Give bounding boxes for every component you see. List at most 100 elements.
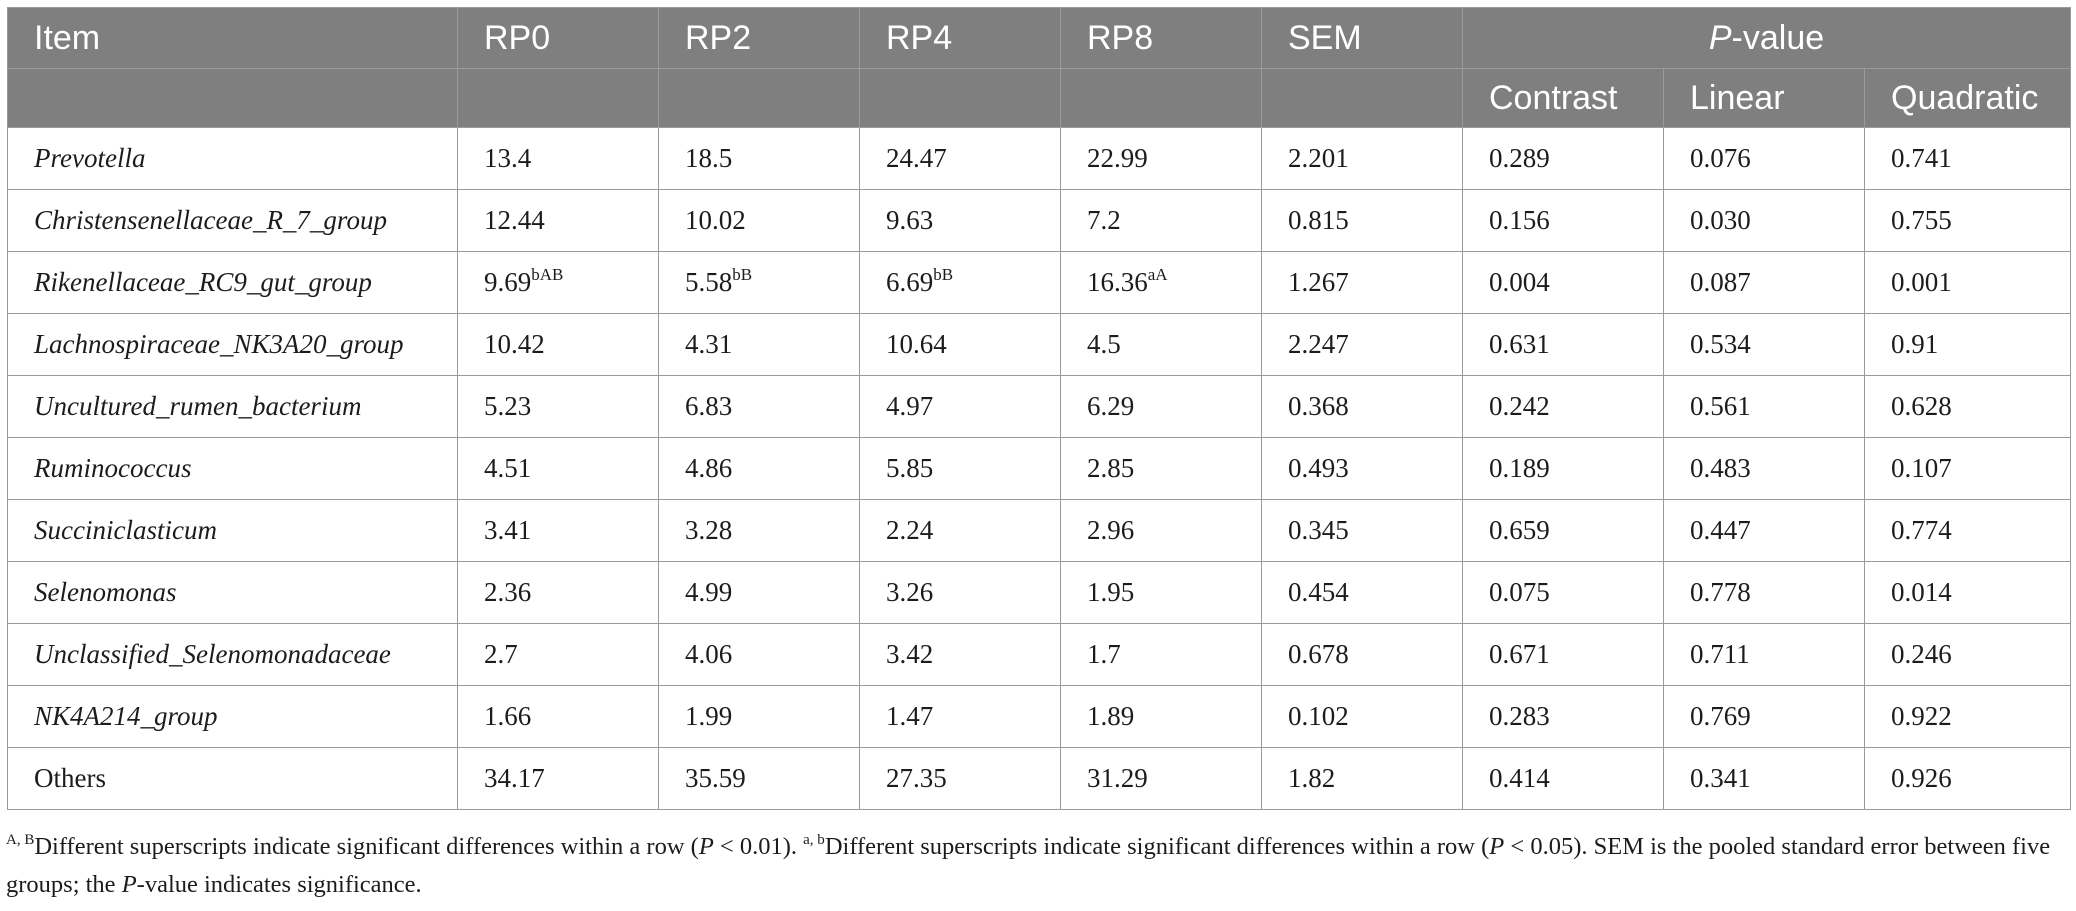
cell-rp0-value: 13.4 [484,143,532,173]
cell-rp0-value: 5.23 [484,391,532,421]
cell-item: Selenomonas [7,561,458,624]
cell-item: Prevotella [7,127,458,190]
cell-quadratic: 0.774 [1863,499,2072,562]
cell-sem-value: 2.247 [1288,329,1349,359]
header-item: Item [7,7,458,69]
cell-rp2-value: 4.06 [685,639,733,669]
footnote-p-1: P [698,833,714,860]
cell-contrast: 0.075 [1462,561,1664,624]
cell-sem-value: 2.201 [1288,143,1349,173]
cell-rp0: 10.42 [457,313,659,376]
cell-rp2-value: 35.59 [685,763,746,793]
cell-rp2: 5.58bB [658,251,860,314]
cell-linear: 0.561 [1663,375,1865,438]
header-rp4: RP4 [859,7,1061,69]
cell-rp4: 5.85 [859,437,1061,500]
cell-contrast-value: 0.659 [1489,515,1550,545]
cell-contrast-value: 0.631 [1489,329,1550,359]
cell-quadratic: 0.246 [1863,623,2072,686]
cell-contrast-value: 0.414 [1489,763,1550,793]
cell-item: Ruminococcus [7,437,458,500]
cell-rp8: 22.99 [1060,127,1262,190]
cell-rp4-value: 1.47 [886,701,934,731]
cell-quadratic-value: 0.014 [1891,577,1952,607]
cell-rp2-value: 10.02 [685,205,746,235]
cell-rp4: 3.42 [859,623,1061,686]
cell-rp2: 35.59 [658,747,860,810]
cell-rp8: 31.29 [1060,747,1262,810]
cell-linear-value: 0.778 [1690,577,1751,607]
footnote-p-2: P [1489,833,1505,860]
cell-contrast: 0.004 [1462,251,1664,314]
cell-item: Succiniclasticum [7,499,458,562]
cell-item: Uncultured_rumen_bacterium [7,375,458,438]
subheader-empty-rp0 [457,68,659,128]
cell-contrast-value: 0.156 [1489,205,1550,235]
footnote-p-3: P [121,871,137,898]
cell-contrast: 0.671 [1462,623,1664,686]
cell-rp2: 4.06 [658,623,860,686]
data-table-container: Item RP0 RP2 RP4 RP8 SEM P-value Contras… [7,7,2072,810]
cell-rp8-value: 7.2 [1087,205,1121,235]
cell-contrast-value: 0.289 [1489,143,1550,173]
subheader-linear: Linear [1663,68,1865,128]
subheader-empty-rp4 [859,68,1061,128]
cell-rp8-value: 22.99 [1087,143,1148,173]
cell-rp8-value: 4.5 [1087,329,1121,359]
table-row: Ruminococcus 4.51 4.86 5.85 2.85 0.493 0.189 0.… [7,437,2072,500]
cell-sem-value: 1.267 [1288,267,1349,297]
cell-contrast: 0.283 [1462,685,1664,748]
cell-rp0: 4.51 [457,437,659,500]
cell-rp0-value: 2.36 [484,577,532,607]
cell-rp0: 5.23 [457,375,659,438]
cell-rp8-value: 16.36 [1087,267,1148,297]
cell-sem-value: 0.678 [1288,639,1349,669]
cell-sem: 2.201 [1261,127,1463,190]
cell-rp4-value: 6.69 [886,267,934,297]
cell-rp4-value: 3.26 [886,577,934,607]
cell-rp8: 6.29 [1060,375,1262,438]
subheader-empty-item [7,68,458,128]
cell-quadratic-value: 0.107 [1891,453,1952,483]
cell-rp4: 6.69bB [859,251,1061,314]
header-rp0: RP0 [457,7,659,69]
cell-rp2: 6.83 [658,375,860,438]
cell-quadratic-value: 0.001 [1891,267,1952,297]
cell-rp0: 3.41 [457,499,659,562]
cell-item: NK4A214_group [7,685,458,748]
cell-rp8: 1.7 [1060,623,1262,686]
cell-linear-value: 0.447 [1690,515,1751,545]
cell-linear-value: 0.534 [1690,329,1751,359]
cell-sem: 0.493 [1261,437,1463,500]
footnote: A, BDifferent superscripts indicate sign… [6,828,2070,904]
cell-linear: 0.769 [1663,685,1865,748]
cell-sem: 0.368 [1261,375,1463,438]
cell-quadratic: 0.755 [1863,189,2072,252]
cell-rp0: 1.66 [457,685,659,748]
cell-item: Others [7,747,458,810]
cell-quadratic-value: 0.91 [1891,329,1939,359]
header-sem: SEM [1261,7,1463,69]
cell-sem: 1.267 [1261,251,1463,314]
cell-rp4-value: 27.35 [886,763,947,793]
cell-contrast-value: 0.242 [1489,391,1550,421]
header-p-letter: P [1708,18,1732,57]
cell-quadratic: 0.926 [1863,747,2072,810]
cell-rp8: 1.89 [1060,685,1262,748]
cell-linear-value: 0.076 [1690,143,1751,173]
footnote-text-1b: < 0.01). [713,833,804,860]
cell-contrast: 0.289 [1462,127,1664,190]
cell-linear: 0.447 [1663,499,1865,562]
cell-rp0-value: 10.42 [484,329,545,359]
cell-linear: 0.341 [1663,747,1865,810]
data-table: Item RP0 RP2 RP4 RP8 SEM P-value Contras… [7,7,2072,810]
subheader-quadratic: Quadratic [1863,68,2072,128]
table-row: Lachnospiraceae_NK3A20_group 10.42 4.31 10.… [7,313,2072,376]
cell-rp8-value: 6.29 [1087,391,1135,421]
cell-contrast: 0.414 [1462,747,1664,810]
cell-rp4-value: 10.64 [886,329,947,359]
table-row: Others 34.17 35.59 27.35 31.29 1.82 0.414 0.341… [7,747,2072,810]
cell-rp2: 1.99 [658,685,860,748]
cell-sem: 0.678 [1261,623,1463,686]
header-p-value: P-value [1461,7,2072,69]
